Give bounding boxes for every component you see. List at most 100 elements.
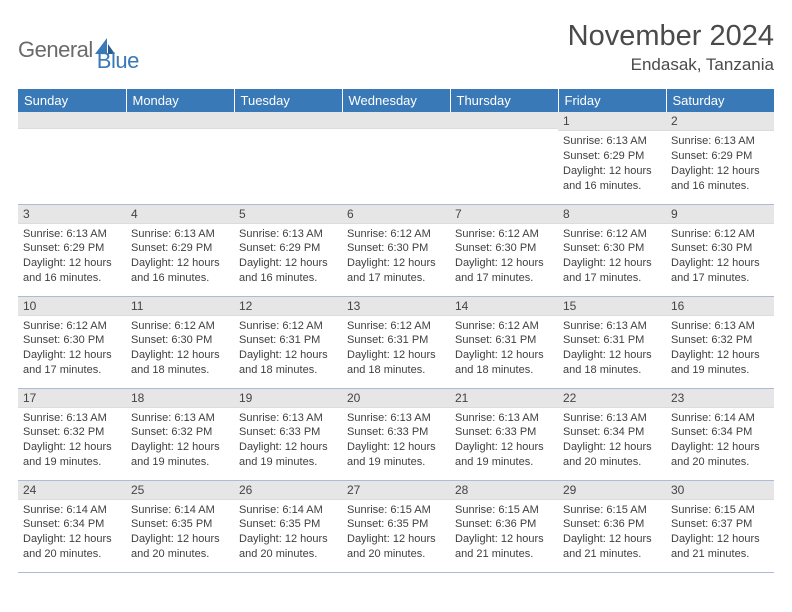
col-monday: Monday <box>126 89 234 112</box>
day-details: Sunrise: 6:12 AMSunset: 6:31 PMDaylight:… <box>450 316 558 382</box>
calendar-cell: 17Sunrise: 6:13 AMSunset: 6:32 PMDayligh… <box>18 388 126 480</box>
day-details: Sunrise: 6:14 AMSunset: 6:35 PMDaylight:… <box>126 500 234 566</box>
day-number: 11 <box>126 297 234 316</box>
day-details: Sunrise: 6:12 AMSunset: 6:30 PMDaylight:… <box>450 224 558 290</box>
day-details: Sunrise: 6:14 AMSunset: 6:34 PMDaylight:… <box>666 408 774 474</box>
day-number <box>450 112 558 129</box>
day-details: Sunrise: 6:15 AMSunset: 6:35 PMDaylight:… <box>342 500 450 566</box>
calendar-body: 1Sunrise: 6:13 AMSunset: 6:29 PMDaylight… <box>18 112 774 572</box>
day-number: 17 <box>18 389 126 408</box>
month-title: November 2024 <box>568 20 774 53</box>
calendar-cell: 27Sunrise: 6:15 AMSunset: 6:35 PMDayligh… <box>342 480 450 572</box>
day-number: 12 <box>234 297 342 316</box>
day-number <box>342 112 450 129</box>
col-wednesday: Wednesday <box>342 89 450 112</box>
calendar-cell <box>450 112 558 204</box>
logo: General Blue <box>18 20 139 74</box>
calendar-cell <box>18 112 126 204</box>
day-details: Sunrise: 6:13 AMSunset: 6:33 PMDaylight:… <box>234 408 342 474</box>
day-details: Sunrise: 6:13 AMSunset: 6:29 PMDaylight:… <box>558 131 666 197</box>
day-number: 4 <box>126 205 234 224</box>
calendar-row: 17Sunrise: 6:13 AMSunset: 6:32 PMDayligh… <box>18 388 774 480</box>
day-number: 26 <box>234 481 342 500</box>
calendar-cell: 6Sunrise: 6:12 AMSunset: 6:30 PMDaylight… <box>342 204 450 296</box>
calendar-cell: 15Sunrise: 6:13 AMSunset: 6:31 PMDayligh… <box>558 296 666 388</box>
day-number: 8 <box>558 205 666 224</box>
calendar-cell: 21Sunrise: 6:13 AMSunset: 6:33 PMDayligh… <box>450 388 558 480</box>
day-number: 22 <box>558 389 666 408</box>
calendar-cell <box>342 112 450 204</box>
day-details: Sunrise: 6:12 AMSunset: 6:30 PMDaylight:… <box>18 316 126 382</box>
calendar-cell: 3Sunrise: 6:13 AMSunset: 6:29 PMDaylight… <box>18 204 126 296</box>
col-thursday: Thursday <box>450 89 558 112</box>
calendar-cell: 29Sunrise: 6:15 AMSunset: 6:36 PMDayligh… <box>558 480 666 572</box>
calendar-cell: 14Sunrise: 6:12 AMSunset: 6:31 PMDayligh… <box>450 296 558 388</box>
calendar-cell: 30Sunrise: 6:15 AMSunset: 6:37 PMDayligh… <box>666 480 774 572</box>
day-number: 27 <box>342 481 450 500</box>
day-number: 15 <box>558 297 666 316</box>
day-number: 20 <box>342 389 450 408</box>
day-number: 9 <box>666 205 774 224</box>
page-header: General Blue November 2024 Endasak, Tanz… <box>18 20 774 75</box>
calendar-cell: 24Sunrise: 6:14 AMSunset: 6:34 PMDayligh… <box>18 480 126 572</box>
day-number: 10 <box>18 297 126 316</box>
calendar-cell: 8Sunrise: 6:12 AMSunset: 6:30 PMDaylight… <box>558 204 666 296</box>
day-details: Sunrise: 6:14 AMSunset: 6:35 PMDaylight:… <box>234 500 342 566</box>
calendar-cell: 19Sunrise: 6:13 AMSunset: 6:33 PMDayligh… <box>234 388 342 480</box>
day-details: Sunrise: 6:13 AMSunset: 6:33 PMDaylight:… <box>342 408 450 474</box>
calendar-cell: 18Sunrise: 6:13 AMSunset: 6:32 PMDayligh… <box>126 388 234 480</box>
calendar-row: 1Sunrise: 6:13 AMSunset: 6:29 PMDaylight… <box>18 112 774 204</box>
day-details: Sunrise: 6:15 AMSunset: 6:36 PMDaylight:… <box>558 500 666 566</box>
calendar-cell: 13Sunrise: 6:12 AMSunset: 6:31 PMDayligh… <box>342 296 450 388</box>
col-sunday: Sunday <box>18 89 126 112</box>
day-details: Sunrise: 6:13 AMSunset: 6:29 PMDaylight:… <box>18 224 126 290</box>
day-details: Sunrise: 6:12 AMSunset: 6:31 PMDaylight:… <box>234 316 342 382</box>
calendar-cell: 2Sunrise: 6:13 AMSunset: 6:29 PMDaylight… <box>666 112 774 204</box>
day-details: Sunrise: 6:12 AMSunset: 6:30 PMDaylight:… <box>666 224 774 290</box>
day-number: 19 <box>234 389 342 408</box>
day-details: Sunrise: 6:12 AMSunset: 6:30 PMDaylight:… <box>558 224 666 290</box>
calendar-cell <box>234 112 342 204</box>
title-block: November 2024 Endasak, Tanzania <box>568 20 774 75</box>
day-details: Sunrise: 6:13 AMSunset: 6:32 PMDaylight:… <box>666 316 774 382</box>
day-details: Sunrise: 6:12 AMSunset: 6:31 PMDaylight:… <box>342 316 450 382</box>
col-saturday: Saturday <box>666 89 774 112</box>
calendar-cell: 10Sunrise: 6:12 AMSunset: 6:30 PMDayligh… <box>18 296 126 388</box>
day-number: 28 <box>450 481 558 500</box>
calendar-row: 10Sunrise: 6:12 AMSunset: 6:30 PMDayligh… <box>18 296 774 388</box>
day-number: 2 <box>666 112 774 131</box>
calendar-row: 24Sunrise: 6:14 AMSunset: 6:34 PMDayligh… <box>18 480 774 572</box>
day-details: Sunrise: 6:14 AMSunset: 6:34 PMDaylight:… <box>18 500 126 566</box>
day-details: Sunrise: 6:13 AMSunset: 6:34 PMDaylight:… <box>558 408 666 474</box>
calendar-cell: 4Sunrise: 6:13 AMSunset: 6:29 PMDaylight… <box>126 204 234 296</box>
day-number <box>18 112 126 129</box>
day-details: Sunrise: 6:13 AMSunset: 6:29 PMDaylight:… <box>126 224 234 290</box>
calendar-header-row: Sunday Monday Tuesday Wednesday Thursday… <box>18 89 774 112</box>
day-number: 13 <box>342 297 450 316</box>
day-number: 29 <box>558 481 666 500</box>
day-number: 25 <box>126 481 234 500</box>
day-number: 21 <box>450 389 558 408</box>
calendar-cell: 5Sunrise: 6:13 AMSunset: 6:29 PMDaylight… <box>234 204 342 296</box>
day-number: 7 <box>450 205 558 224</box>
calendar-cell: 28Sunrise: 6:15 AMSunset: 6:36 PMDayligh… <box>450 480 558 572</box>
day-details: Sunrise: 6:13 AMSunset: 6:29 PMDaylight:… <box>234 224 342 290</box>
col-tuesday: Tuesday <box>234 89 342 112</box>
logo-text-gray: General <box>18 37 93 63</box>
day-details: Sunrise: 6:13 AMSunset: 6:29 PMDaylight:… <box>666 131 774 197</box>
calendar-cell: 7Sunrise: 6:12 AMSunset: 6:30 PMDaylight… <box>450 204 558 296</box>
col-friday: Friday <box>558 89 666 112</box>
calendar-cell: 9Sunrise: 6:12 AMSunset: 6:30 PMDaylight… <box>666 204 774 296</box>
day-number: 24 <box>18 481 126 500</box>
day-number: 23 <box>666 389 774 408</box>
day-number: 14 <box>450 297 558 316</box>
day-number: 3 <box>18 205 126 224</box>
day-number: 18 <box>126 389 234 408</box>
day-details: Sunrise: 6:12 AMSunset: 6:30 PMDaylight:… <box>342 224 450 290</box>
day-details: Sunrise: 6:15 AMSunset: 6:36 PMDaylight:… <box>450 500 558 566</box>
calendar-cell: 12Sunrise: 6:12 AMSunset: 6:31 PMDayligh… <box>234 296 342 388</box>
day-details: Sunrise: 6:13 AMSunset: 6:32 PMDaylight:… <box>126 408 234 474</box>
day-details: Sunrise: 6:12 AMSunset: 6:30 PMDaylight:… <box>126 316 234 382</box>
day-number: 1 <box>558 112 666 131</box>
day-number: 30 <box>666 481 774 500</box>
